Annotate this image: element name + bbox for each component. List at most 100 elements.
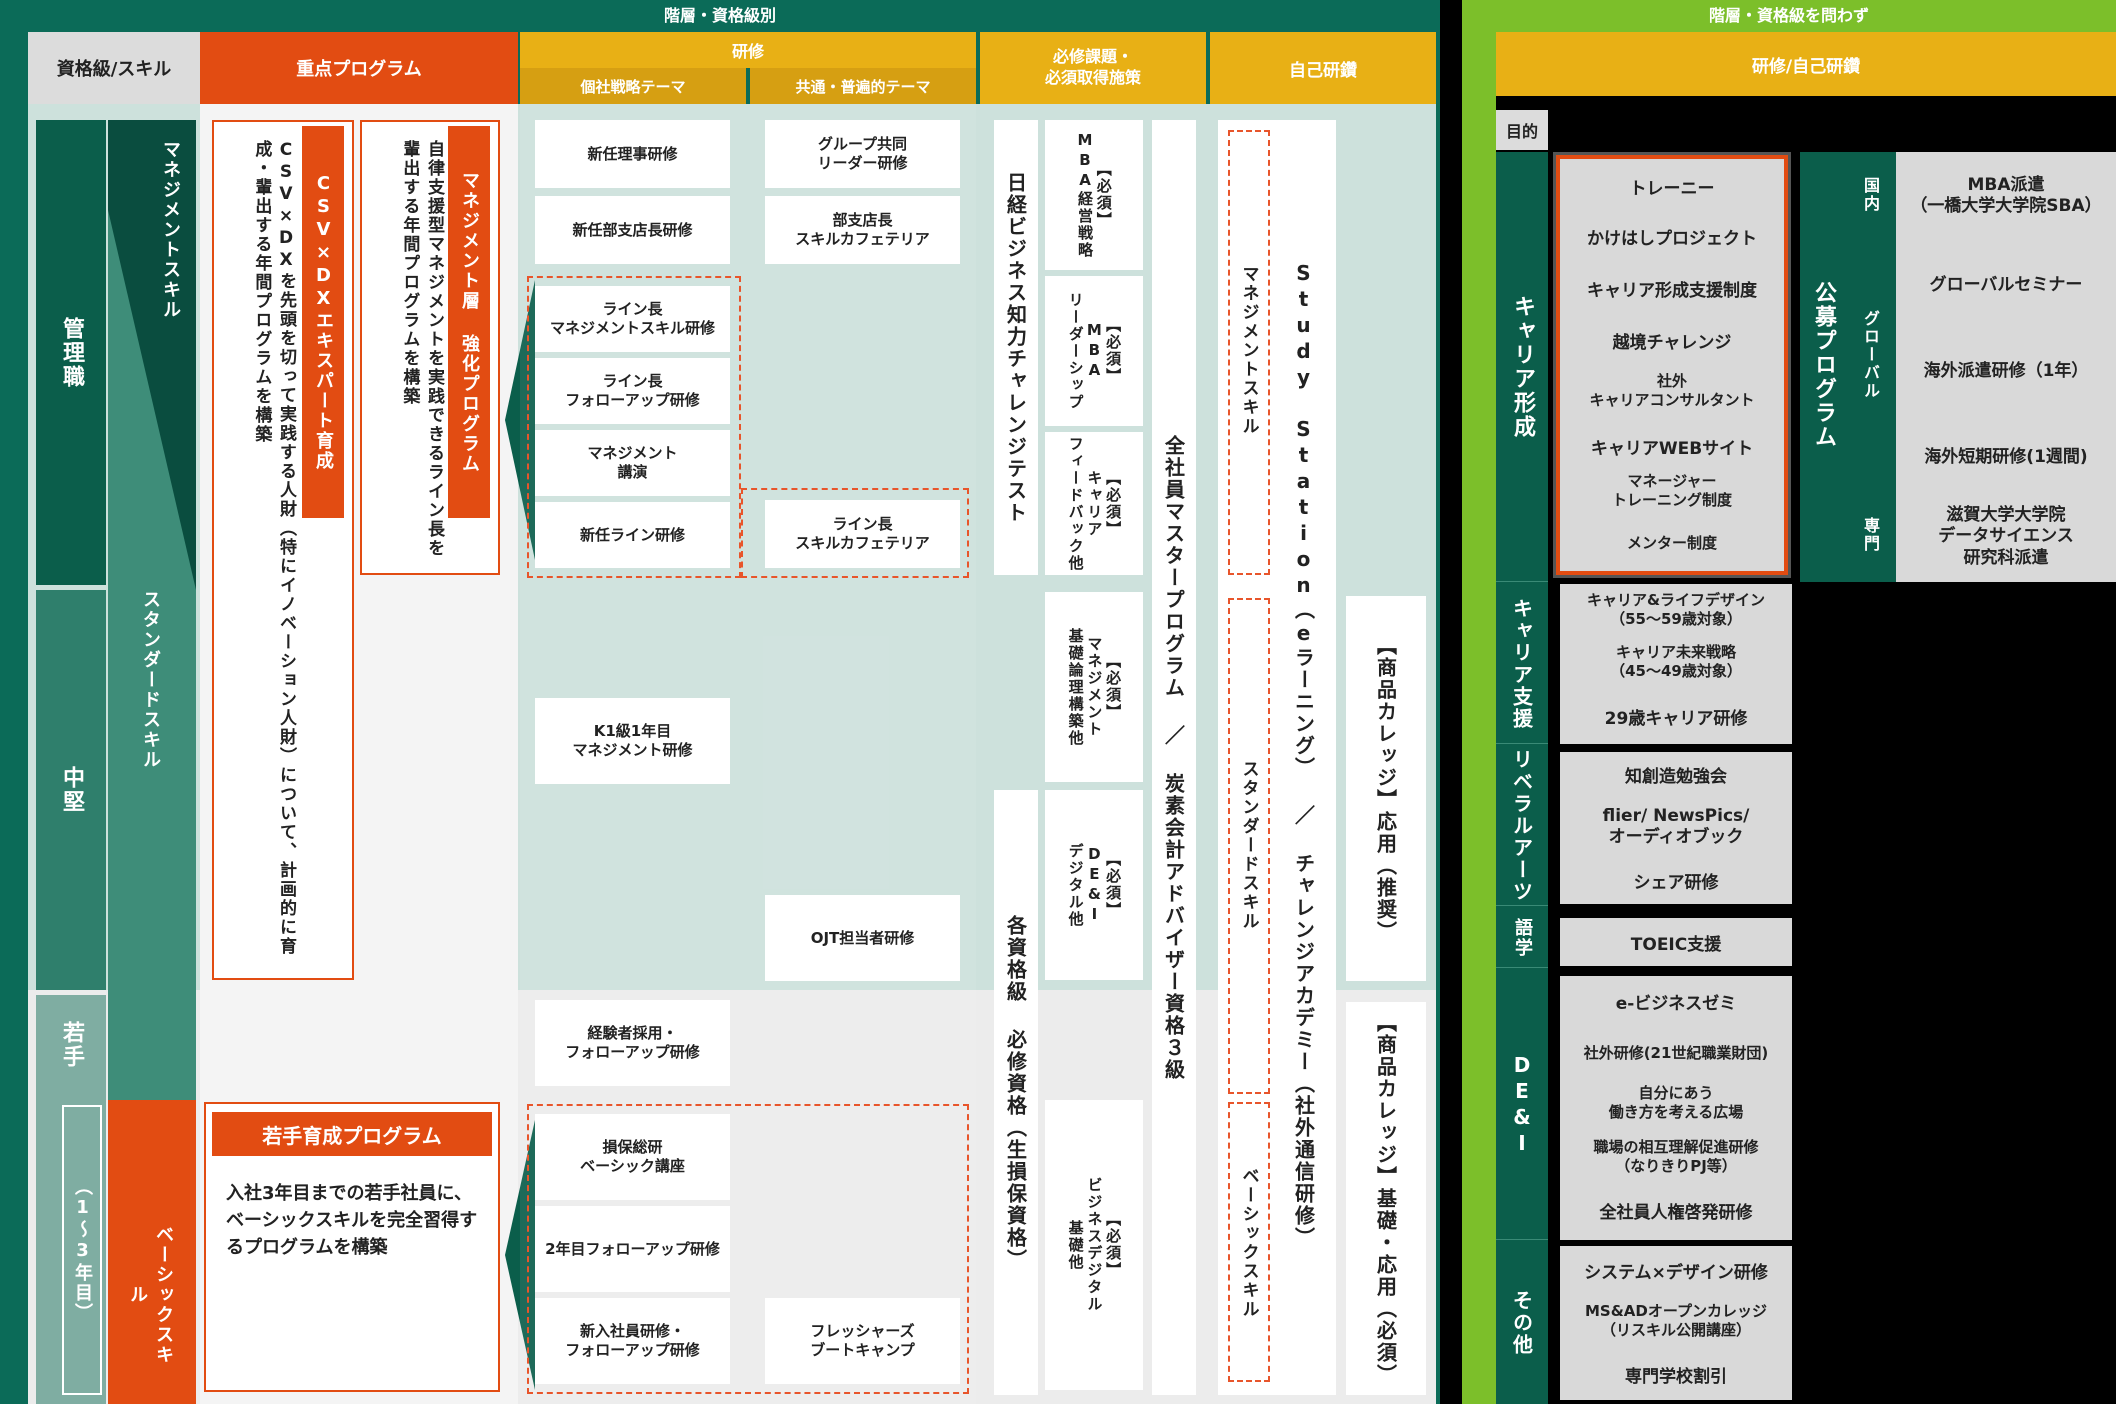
right-header: 研修/自己研鑽 <box>1496 32 2116 96</box>
line-cafeteria-dashed <box>741 488 969 578</box>
other-school-discount: 専門学校割引 <box>1625 1366 1727 1387</box>
level-mid: 中堅 <box>36 590 106 990</box>
career-cross-border: 越境チャレンジ <box>1612 332 1732 353</box>
training-mgmt-lecture: マネジメント 講演 <box>535 430 730 496</box>
self-college-basic: 【商品カレッジ】基礎・応用（必須） <box>1346 1002 1426 1395</box>
training-line-head-mgmt: ライン長 マネジメントスキル研修 <box>535 286 730 352</box>
mandatory-mba-strategy: 【必須】 MBA経営戦略 <box>1045 120 1143 270</box>
level-young-sub-label: （1〜3年目） <box>62 1105 102 1395</box>
right-purpose: 目的 <box>1496 110 1548 150</box>
training-freshers-bootcamp: フレッシャーズ ブートキャンプ <box>765 1298 960 1384</box>
category-liberal: リベラルアーツ <box>1496 746 1548 906</box>
mgmt-skill-dashed <box>1228 130 1270 575</box>
training-group-leader: グループ共同 リーダー研修 <box>765 120 960 188</box>
mandatory-career-feedback: 【必須】 キャリア フィードバック他 <box>1045 432 1143 575</box>
career-support-system: キャリア形成支援制度 <box>1587 280 1757 301</box>
public-specialist: 専門 <box>1861 517 1880 553</box>
header-self-study: 自己研鑽 <box>1210 32 1436 104</box>
header-level-skill: 資格級/スキル <box>28 32 200 104</box>
mandatory-master-program: 全社員マスタープログラム ／ 炭素会計アドバイザー資格３級 <box>1152 120 1196 1395</box>
training-experienced-hire: 経験者採用・ フォローアップ研修 <box>535 1000 730 1086</box>
cs-future-strategy: キャリア未来戦略 （45〜49歳対象） <box>1610 643 1742 680</box>
dei-external: 社外研修(21世紀職業財団) <box>1583 1043 1769 1062</box>
other-system-design: システム×デザイン研修 <box>1584 1262 1768 1283</box>
liberal-block <box>1560 752 1792 904</box>
career-consultant: 社外 キャリアコンサルタント <box>1589 372 1755 409</box>
skill-basic-bg <box>108 1100 196 1404</box>
dei-mutual: 職場の相互理解促進研修 （なりきりPJ等） <box>1593 1138 1759 1175</box>
dei-workstyle: 自分にあう 働き方を考える広場 <box>1608 1084 1744 1121</box>
header-priority: 重点プログラム <box>200 32 518 104</box>
career-web: キャリアWEBサイト <box>1590 438 1754 459</box>
other-open-college: MS&ADオープンカレッジ （リスキル公開講座） <box>1585 1302 1767 1339</box>
training-new-employee: 新入社員研修・ フォローアップ研修 <box>535 1298 730 1384</box>
csv-program-desc: CSV×DXを先頭を切って実践する人財（特にイノベーション人財）について、計画的… <box>251 140 296 956</box>
basic-skill-dashed <box>1228 1102 1270 1382</box>
public-global-seminar: グローバルセミナー <box>1929 274 2083 295</box>
self-college-applied: 【商品カレッジ】応用（推奨） <box>1346 596 1426 981</box>
training-sompo-basic: 損保総研 ベーシック講座 <box>535 1114 730 1200</box>
cs-life-design: キャリア&ライフデザイン （55〜59歳対象） <box>1586 591 1766 628</box>
liberal-knowledge: 知創造勉強会 <box>1625 766 1727 787</box>
training-k1-mgmt: K1級1年目 マネジメント研修 <box>535 698 730 784</box>
other-block <box>1560 1246 1792 1400</box>
public-mba: MBA派遣 （一橋大学大学院SBA） <box>1910 174 2102 216</box>
cs-29-career: 29歳キャリア研修 <box>1604 708 1748 729</box>
dei-ebiz: e-ビジネスゼミ <box>1615 993 1737 1014</box>
dei-human-rights: 全社員人権啓発研修 <box>1599 1202 1753 1223</box>
skill-standard: スタンダードスキル <box>140 590 161 770</box>
career-kakehashi: かけはしプロジェクト <box>1587 228 1757 249</box>
study-station-bg <box>1218 120 1336 1395</box>
career-mentor: メンター制度 <box>1626 533 1717 552</box>
category-language: 語学 <box>1496 908 1548 968</box>
public-program-bg <box>1800 152 1896 582</box>
category-dei: DE&I <box>1496 970 1548 1240</box>
category-other: その他 <box>1509 1290 1534 1356</box>
training-new-line: 新任ライン研修 <box>535 502 730 568</box>
header-mandatory: 必修課題・ 必須取得施策 <box>980 32 1206 104</box>
mgmt-program-desc: 自律支援型マネジメントを実践できるライン長を輩出する年間プログラムを構築 <box>399 140 444 558</box>
self-std-skill: スタンダードスキル <box>1238 759 1259 931</box>
career-block <box>1556 155 1788 575</box>
std-skill-dashed <box>1228 598 1270 1094</box>
training-2nd-year: 2年目フォローアップ研修 <box>535 1206 730 1292</box>
level-young: 若手 <box>36 995 106 1095</box>
language-toeic: TOEIC支援 <box>1560 918 1792 966</box>
public-global: グローバル <box>1861 310 1880 400</box>
right-banner: 階層・資格級を問わず <box>1708 6 1869 25</box>
public-overseas-1y: 海外派遣研修（1年） <box>1923 360 2089 381</box>
public-items-bg <box>1896 152 2116 582</box>
mandatory-qualification: 各資格級 必修資格（生損保資格） <box>994 790 1038 1395</box>
category-career: キャリア形成 <box>1496 152 1548 582</box>
career-trainee: トレーニー <box>1629 178 1715 199</box>
training-ojt: OJT担当者研修 <box>765 895 960 981</box>
mandatory-business-digital: 【必須】 ビジネスデジタル 基礎他 <box>1045 1100 1143 1390</box>
mgmt-program-title: マネジメント層 強化プログラム <box>448 126 490 518</box>
career-manager-training: マネージャー トレーニング制度 <box>1611 472 1732 509</box>
header-individual: 個社戦略テーマ <box>520 68 746 104</box>
training-new-branch-head: 新任部支店長研修 <box>535 196 730 264</box>
liberal-share: シェア研修 <box>1633 872 1719 893</box>
public-overseas-1w: 海外短期研修(1週間) <box>1924 446 2088 467</box>
public-domestic: 国内 <box>1861 177 1880 213</box>
self-mgmt-skill: マネジメントスキル <box>1238 264 1259 436</box>
header-common: 共通・普遍的テーマ <box>750 68 976 104</box>
left-banner: 階層・資格級別 <box>663 6 776 25</box>
mandatory-nikkei: 日経ビジネス知力チャレンジテスト <box>994 120 1038 575</box>
liberal-flier: flier/ NewsPics/ オーディオブック <box>1602 805 1750 847</box>
header-training: 研修 <box>520 32 976 68</box>
training-branch-cafeteria: 部支店長 スキルカフェテリア <box>765 196 960 264</box>
career-support-block <box>1560 584 1792 744</box>
public-shiga: 滋賀大学大学院 データサイエンス 研究科派遣 <box>1938 505 2074 568</box>
dei-block <box>1560 976 1792 1240</box>
young-program-title: 若手育成プログラム <box>212 1112 492 1156</box>
young-program-desc: 入社3年目までの若手社員に、ベーシックスキルを完全習得するプログラムを構築 <box>226 1183 478 1258</box>
level-manager: 管理職 <box>36 120 106 585</box>
line-head-dashed-group <box>527 276 741 578</box>
self-study-station: Study Station（eラーニング） ／ チャレンジアカデミー（社外通信研… <box>1291 261 1316 1249</box>
csv-program-title: CSV×DXエキスパート育成 <box>302 126 344 518</box>
mandatory-dei-digital: 【必須】 DE&I デジタル他 <box>1045 790 1143 980</box>
skill-basic: ベーシックスキル <box>127 1225 174 1365</box>
self-basic-skill: ベーシックスキル <box>1238 1166 1259 1319</box>
public-program-label: 公募プログラム <box>1811 281 1836 449</box>
